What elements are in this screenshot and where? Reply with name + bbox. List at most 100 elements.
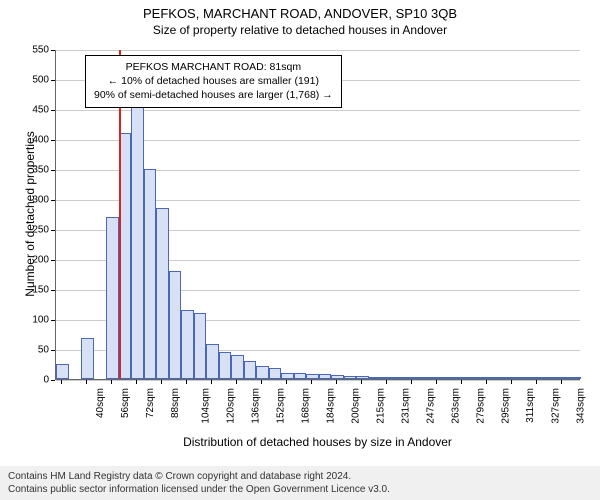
ytick-mark <box>51 290 55 291</box>
xtick-mark <box>61 380 62 384</box>
histogram-bar <box>281 373 294 379</box>
xtick-mark <box>236 380 237 384</box>
xtick-label: 247sqm <box>426 388 437 424</box>
ytick-label: 200 <box>25 255 49 266</box>
histogram-bar <box>181 310 194 379</box>
xtick-label: 40sqm <box>95 388 106 418</box>
x-axis-label: Distribution of detached houses by size … <box>55 435 580 449</box>
histogram-bar <box>444 377 457 379</box>
ytick-mark <box>51 200 55 201</box>
ytick-mark <box>51 170 55 171</box>
histogram-bar <box>294 373 307 379</box>
histogram-bar <box>519 377 532 379</box>
ytick-label: 50 <box>25 345 49 356</box>
histogram-bar <box>144 169 157 379</box>
annotation-line: PEFKOS MARCHANT ROAD: 81sqm <box>94 60 333 74</box>
xtick-mark <box>186 380 187 384</box>
histogram-bar <box>469 377 482 379</box>
xtick-mark <box>86 380 87 384</box>
xtick-label: 152sqm <box>276 388 287 424</box>
xtick-mark <box>561 380 562 384</box>
footer-attribution: Contains HM Land Registry data © Crown c… <box>0 466 600 500</box>
histogram-bar <box>456 377 469 379</box>
xtick-label: 168sqm <box>301 388 312 424</box>
xtick-label: 215sqm <box>376 388 387 424</box>
xtick-label: 104sqm <box>201 388 212 424</box>
ytick-mark <box>51 110 55 111</box>
xtick-mark <box>111 380 112 384</box>
ytick-label: 0 <box>25 375 49 386</box>
xtick-label: 136sqm <box>251 388 262 424</box>
ytick-label: 450 <box>25 105 49 116</box>
xtick-mark <box>311 380 312 384</box>
xtick-label: 88sqm <box>170 388 181 418</box>
xtick-mark <box>536 380 537 384</box>
xtick-label: 200sqm <box>351 388 362 424</box>
xtick-mark <box>511 380 512 384</box>
histogram-bar <box>419 377 432 379</box>
xtick-label: 120sqm <box>226 388 237 424</box>
xtick-mark <box>286 380 287 384</box>
xtick-label: 327sqm <box>551 388 562 424</box>
histogram-bar <box>319 374 332 379</box>
ytick-mark <box>51 320 55 321</box>
xtick-mark <box>461 380 462 384</box>
xtick-label: 295sqm <box>501 388 512 424</box>
histogram-bar <box>369 377 382 379</box>
annotation-line: ← 10% of detached houses are smaller (19… <box>94 74 333 88</box>
histogram-bar <box>569 377 582 379</box>
xtick-label: 311sqm <box>525 388 536 423</box>
histogram-bar <box>106 217 119 379</box>
ytick-label: 500 <box>25 75 49 86</box>
histogram-bar <box>244 361 257 379</box>
ytick-mark <box>51 380 55 381</box>
histogram-bar <box>394 377 407 379</box>
ytick-label: 100 <box>25 315 49 326</box>
histogram-bar <box>269 368 282 379</box>
ytick-label: 350 <box>25 165 49 176</box>
xtick-mark <box>336 380 337 384</box>
xtick-mark <box>361 380 362 384</box>
annotation-box: PEFKOS MARCHANT ROAD: 81sqm← 10% of deta… <box>85 55 342 108</box>
ytick-mark <box>51 50 55 51</box>
xtick-mark <box>486 380 487 384</box>
footer-line-2: Contains public sector information licen… <box>8 483 592 496</box>
histogram-bar <box>406 377 419 379</box>
xtick-mark <box>161 380 162 384</box>
annotation-line: 90% of semi-detached houses are larger (… <box>94 88 333 102</box>
histogram-bar <box>206 344 219 379</box>
histogram-bar <box>169 271 182 379</box>
xtick-mark <box>261 380 262 384</box>
xtick-mark <box>386 380 387 384</box>
ytick-mark <box>51 350 55 351</box>
histogram-bar <box>481 377 494 379</box>
xtick-label: 184sqm <box>326 388 337 424</box>
ytick-label: 550 <box>25 45 49 56</box>
histogram-bar <box>356 376 369 379</box>
histogram-bar <box>194 313 207 379</box>
histogram-bar <box>331 375 344 379</box>
histogram-bar <box>544 377 557 379</box>
xtick-label: 231sqm <box>401 388 412 424</box>
ytick-label: 250 <box>25 225 49 236</box>
xtick-label: 343sqm <box>576 388 587 424</box>
ytick-mark <box>51 230 55 231</box>
gridline <box>56 380 580 381</box>
ytick-mark <box>51 140 55 141</box>
xtick-mark <box>411 380 412 384</box>
xtick-label: 279sqm <box>476 388 487 424</box>
histogram-bar <box>431 377 444 379</box>
ytick-mark <box>51 80 55 81</box>
histogram-bar <box>81 338 94 379</box>
xtick-mark <box>436 380 437 384</box>
gridline <box>56 50 580 51</box>
ytick-mark <box>51 260 55 261</box>
ytick-label: 300 <box>25 195 49 206</box>
xtick-label: 72sqm <box>145 388 156 418</box>
xtick-mark <box>136 380 137 384</box>
histogram-bar <box>531 377 544 379</box>
histogram-bar <box>256 366 269 379</box>
ytick-label: 150 <box>25 285 49 296</box>
histogram-bar <box>231 355 244 379</box>
histogram-bar <box>344 376 357 379</box>
